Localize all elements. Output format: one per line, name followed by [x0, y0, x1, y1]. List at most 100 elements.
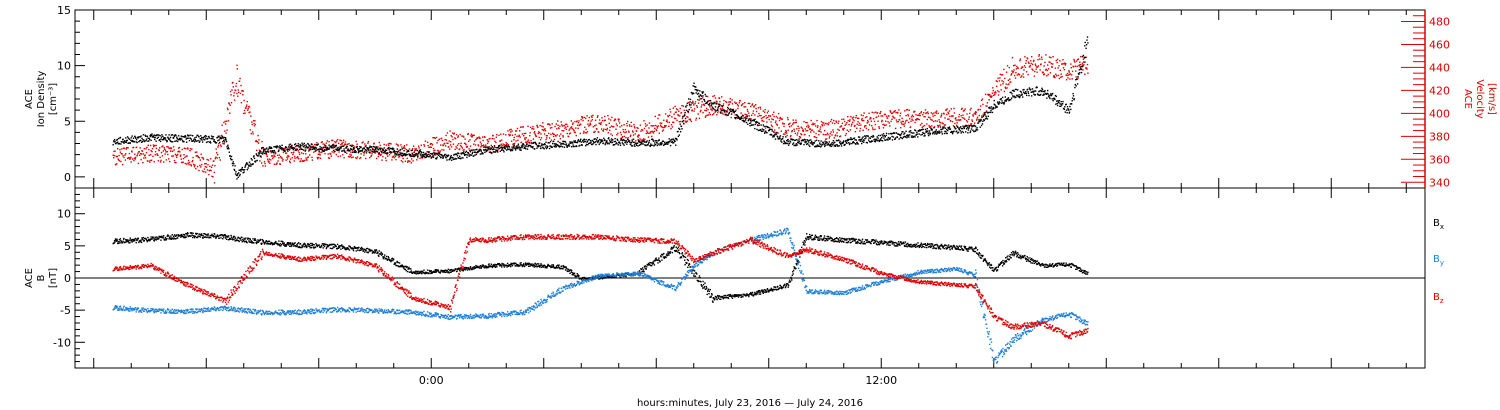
- bbx-point: [135, 242, 137, 244]
- density-point: [524, 146, 526, 149]
- density-point: [656, 142, 658, 144]
- density-point: [607, 142, 609, 144]
- velocity-point: [547, 123, 549, 125]
- velocity-point: [1047, 68, 1050, 70]
- density-point: [552, 142, 554, 145]
- density-point: [441, 155, 444, 157]
- density-point: [712, 107, 714, 110]
- density-point: [1071, 100, 1073, 102]
- density-point: [235, 171, 237, 173]
- density-point: [918, 130, 920, 132]
- density-point: [678, 134, 680, 136]
- velocity-point: [196, 151, 198, 153]
- velocity-tick-label: 380: [1429, 130, 1450, 143]
- velocity-point: [448, 140, 450, 142]
- velocity-point: [539, 138, 542, 141]
- density-point: [274, 151, 276, 153]
- density-point: [374, 148, 377, 150]
- velocity-point: [708, 112, 711, 114]
- density-point: [548, 142, 550, 144]
- density-point: [901, 131, 903, 133]
- velocity-point: [381, 150, 384, 152]
- density-point: [424, 152, 427, 155]
- density-point: [880, 139, 882, 142]
- velocity-point: [675, 111, 677, 113]
- density-point: [376, 151, 379, 153]
- velocity-point: [880, 115, 882, 117]
- density-point: [650, 144, 652, 146]
- velocity-point: [392, 155, 394, 157]
- density-point: [325, 148, 328, 150]
- velocity-point: [854, 124, 856, 127]
- density-point: [211, 136, 214, 138]
- density-point: [854, 139, 856, 141]
- density-point: [358, 150, 360, 152]
- velocity-point: [952, 115, 954, 117]
- density-point: [518, 146, 520, 148]
- velocity-point: [362, 151, 365, 154]
- velocity-point: [201, 156, 203, 159]
- velocity-point: [642, 139, 644, 141]
- density-point: [389, 147, 391, 150]
- velocity-point: [441, 139, 444, 142]
- density-point: [309, 146, 311, 148]
- density-point: [213, 139, 215, 141]
- density-point: [797, 142, 800, 144]
- velocity-point: [833, 137, 835, 139]
- density-point: [619, 144, 622, 146]
- velocity-point: [484, 136, 486, 139]
- velocity-point: [1075, 70, 1077, 72]
- velocity-point: [366, 148, 369, 151]
- velocity-point: [1032, 60, 1035, 63]
- density-point: [579, 140, 581, 142]
- velocity-point: [605, 124, 608, 126]
- density-point: [779, 137, 781, 140]
- density-point: [934, 133, 936, 135]
- velocity-point: [920, 112, 922, 114]
- bbx-point: [131, 238, 134, 241]
- velocity-point: [151, 150, 153, 153]
- velocity-point: [827, 123, 830, 126]
- velocity-point: [567, 125, 569, 128]
- density-point: [896, 136, 899, 138]
- velocity-point: [1081, 64, 1083, 66]
- density-point: [119, 136, 122, 139]
- density-point: [1007, 98, 1009, 100]
- velocity-point: [886, 117, 889, 119]
- density-point: [205, 135, 207, 137]
- density-point: [1078, 69, 1081, 71]
- density-point: [401, 148, 403, 150]
- density-point: [294, 143, 297, 145]
- density-point: [900, 132, 903, 135]
- velocity-point: [473, 143, 475, 145]
- density-point: [987, 115, 989, 117]
- density-point: [418, 152, 420, 154]
- velocity-point: [117, 158, 119, 160]
- density-point: [153, 134, 155, 136]
- velocity-point: [406, 157, 408, 159]
- velocity-point: [487, 149, 489, 151]
- density-point: [936, 133, 938, 135]
- density-point: [471, 152, 473, 155]
- density-point: [866, 142, 868, 144]
- density-point: [642, 143, 644, 145]
- velocity-point: [403, 145, 406, 147]
- density-point: [713, 102, 716, 104]
- velocity-point: [903, 123, 905, 125]
- velocity-point: [524, 141, 527, 143]
- velocity-point: [214, 158, 216, 160]
- density-point: [145, 138, 148, 140]
- velocity-point: [534, 131, 536, 133]
- velocity-point: [450, 141, 452, 143]
- density-point: [714, 106, 717, 108]
- velocity-point: [132, 146, 135, 149]
- velocity-point: [335, 153, 337, 156]
- velocity-point: [445, 139, 448, 141]
- density-point: [135, 137, 137, 139]
- density-point: [277, 150, 280, 152]
- velocity-point: [839, 135, 841, 138]
- density-point: [550, 145, 552, 147]
- velocity-point: [969, 109, 971, 111]
- density-point: [498, 147, 501, 150]
- velocity-point: [806, 129, 809, 132]
